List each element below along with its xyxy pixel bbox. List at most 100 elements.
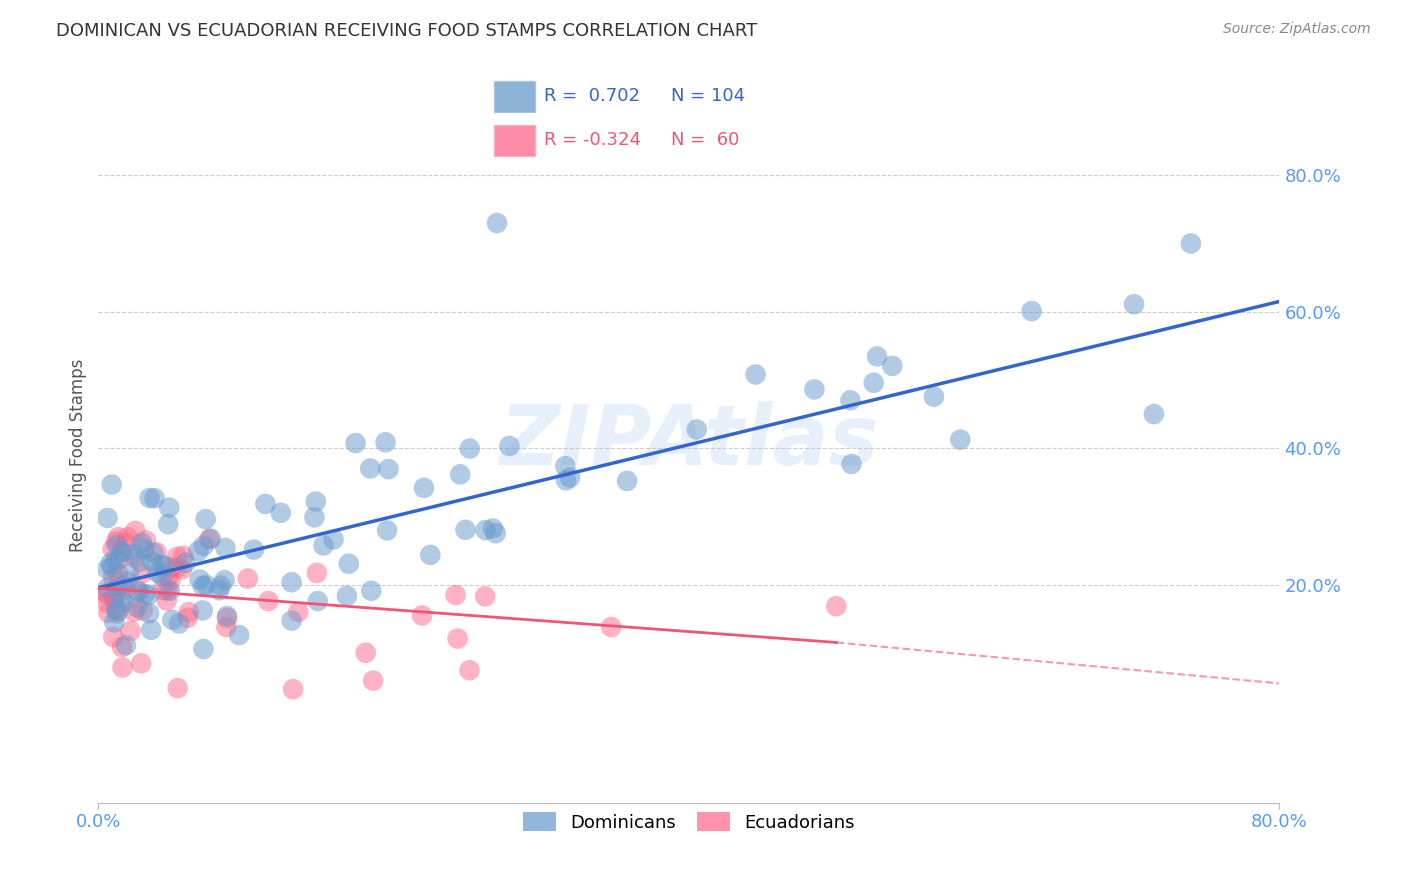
Point: [191, 579, 214, 593]
Point: [361, 673, 384, 688]
Point: [825, 599, 848, 614]
Point: [444, 588, 467, 602]
Point: [100, 557, 122, 571]
Point: [305, 494, 328, 508]
Point: [115, 638, 138, 652]
Point: [359, 461, 381, 475]
Point: [839, 393, 862, 408]
Point: [200, 532, 222, 546]
Y-axis label: Receiving Food Stamps: Receiving Food Stamps: [69, 359, 87, 551]
Point: [191, 603, 214, 617]
Point: [103, 630, 125, 644]
Point: [111, 545, 134, 559]
Point: [949, 433, 972, 447]
Point: [555, 473, 578, 487]
Point: [866, 350, 889, 364]
Point: [305, 566, 328, 580]
Point: [138, 588, 160, 602]
Point: [482, 521, 505, 535]
Point: [375, 524, 398, 538]
Point: [336, 589, 359, 603]
Point: [110, 591, 132, 605]
Point: [100, 477, 122, 491]
Point: [107, 580, 129, 594]
Point: [176, 611, 198, 625]
Point: [344, 436, 367, 450]
Point: [124, 550, 146, 565]
Point: [117, 574, 139, 589]
Point: [159, 583, 181, 598]
Point: [214, 573, 236, 587]
Point: [257, 594, 280, 608]
Point: [287, 605, 309, 619]
Point: [104, 602, 127, 616]
Point: [131, 535, 153, 549]
Point: [138, 606, 160, 620]
Point: [803, 383, 825, 397]
Point: [101, 560, 124, 574]
Point: [153, 559, 176, 574]
Point: [174, 556, 197, 570]
Point: [374, 435, 396, 450]
Point: [194, 512, 217, 526]
Point: [228, 628, 250, 642]
Point: [107, 530, 129, 544]
Point: [134, 541, 156, 556]
Point: [134, 587, 156, 601]
Point: [281, 682, 304, 697]
Point: [129, 555, 152, 569]
Bar: [495, 125, 534, 156]
Point: [188, 573, 211, 587]
Point: [458, 663, 481, 677]
Point: [112, 545, 135, 559]
Point: [243, 542, 266, 557]
Point: [128, 584, 150, 599]
Point: [138, 491, 160, 505]
Point: [1143, 407, 1166, 421]
Point: [112, 596, 135, 610]
Point: [312, 539, 335, 553]
Text: Source: ZipAtlas.com: Source: ZipAtlas.com: [1223, 22, 1371, 37]
Point: [122, 605, 145, 619]
Point: [167, 616, 190, 631]
Point: [193, 642, 215, 657]
Point: [215, 611, 238, 625]
Point: [160, 560, 183, 574]
Point: [107, 604, 129, 618]
Text: R =  0.702: R = 0.702: [544, 87, 640, 105]
Point: [458, 442, 481, 456]
Point: [142, 546, 165, 560]
Point: [96, 511, 118, 525]
Bar: [495, 81, 534, 112]
Point: [193, 539, 215, 553]
Point: [411, 608, 433, 623]
Point: [446, 632, 468, 646]
Point: [354, 646, 377, 660]
Point: [166, 681, 188, 695]
Point: [101, 542, 124, 557]
Point: [254, 497, 277, 511]
Point: [882, 359, 904, 373]
Point: [616, 474, 638, 488]
Point: [107, 566, 129, 581]
Point: [172, 549, 194, 563]
Point: [170, 562, 193, 576]
Point: [96, 586, 118, 600]
Point: [131, 603, 153, 617]
Point: [156, 583, 179, 598]
Point: [127, 584, 149, 599]
Point: [177, 605, 200, 619]
Point: [143, 491, 166, 505]
Point: [162, 613, 184, 627]
Point: [280, 614, 302, 628]
Point: [103, 589, 125, 603]
Point: [96, 581, 118, 595]
Point: [195, 578, 218, 592]
Point: [270, 506, 292, 520]
Point: [150, 558, 173, 572]
Point: [114, 536, 136, 550]
Point: [111, 579, 134, 593]
Point: [413, 481, 436, 495]
Point: [474, 590, 496, 604]
Point: [139, 623, 162, 637]
